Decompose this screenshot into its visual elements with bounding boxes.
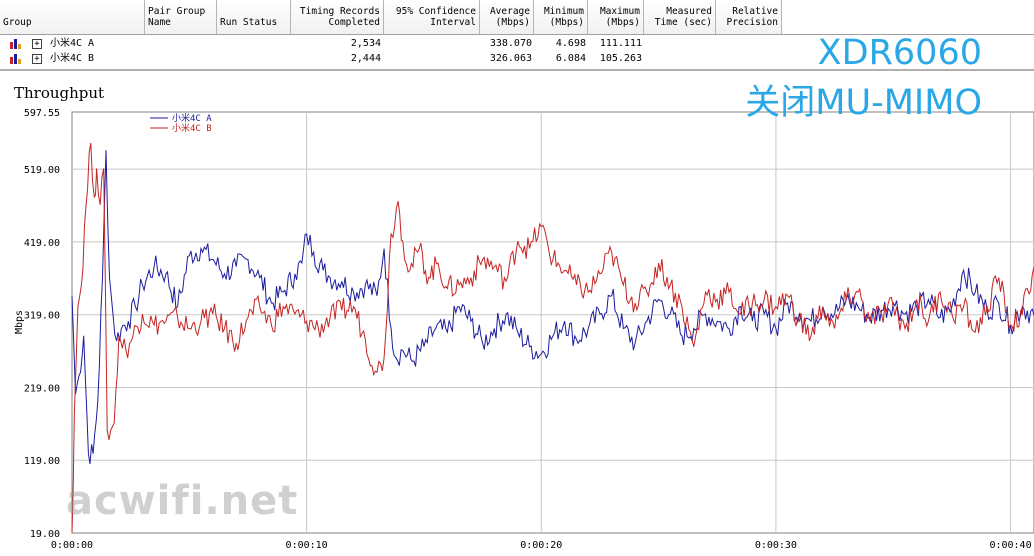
column-header-group[interactable]: Group bbox=[0, 0, 145, 34]
y-tick-label: 219.00 bbox=[24, 383, 60, 394]
bar-chart-icon bbox=[10, 54, 21, 64]
table-row[interactable]: + 小米4C B 2,444 326.063 6.084 105.263 bbox=[0, 51, 1034, 66]
column-header-run-status[interactable]: Run Status bbox=[217, 0, 291, 34]
y-tick-label: 319.00 bbox=[24, 311, 60, 322]
column-header-ci[interactable]: 95% Confidence Interval bbox=[384, 0, 480, 34]
table-row[interactable]: + 小米4C A 2,534 338.070 4.698 111.111 bbox=[0, 36, 1034, 51]
row-maximum: 105.263 bbox=[599, 53, 642, 64]
series-line-b bbox=[71, 142, 1034, 534]
expand-icon[interactable]: + bbox=[32, 54, 42, 64]
chart-title: Throughput bbox=[14, 84, 105, 102]
row-records: 2,444 bbox=[350, 53, 381, 64]
watermark: acwifi.net bbox=[66, 478, 299, 524]
plot-area bbox=[71, 111, 1034, 534]
expand-icon[interactable]: + bbox=[32, 39, 42, 49]
x-tick-label: 0:00:00 bbox=[51, 540, 93, 551]
series-group bbox=[71, 142, 1034, 534]
column-header-minimum[interactable]: Minimum (Mbps) bbox=[534, 0, 588, 34]
column-header-precision[interactable]: Relative Precision bbox=[716, 0, 782, 34]
x-axis: 0:00:00 0:00:10 0:00:20 0:00:30 0:00:40 bbox=[51, 540, 1032, 551]
row-group-name: 小米4C B bbox=[50, 53, 95, 64]
y-tick-label: 597.55 bbox=[24, 108, 60, 119]
row-group-name: 小米4C A bbox=[50, 38, 95, 49]
x-tick-label: 0:00:20 bbox=[520, 540, 562, 551]
table-header: Group Pair Group Name Run Status Timing … bbox=[0, 0, 1034, 35]
y-tick-label: 419.00 bbox=[24, 238, 60, 249]
x-tick-label: 0:00:40 bbox=[989, 540, 1031, 551]
column-header-average[interactable]: Average (Mbps) bbox=[480, 0, 534, 34]
x-tick-label: 0:00:10 bbox=[286, 540, 328, 551]
grid bbox=[72, 112, 1034, 533]
x-tick-label: 0:00:30 bbox=[755, 540, 797, 551]
column-header-maximum[interactable]: Maximum (Mbps) bbox=[588, 0, 644, 34]
y-axis: 19.00 119.00 219.00 319.00 419.00 519.00 597.5… bbox=[24, 108, 60, 540]
overlay-model-text: XDR6060 bbox=[817, 33, 982, 73]
splitter[interactable] bbox=[0, 69, 1034, 71]
y-axis-label: Mbps bbox=[14, 310, 25, 334]
row-average: 338.070 bbox=[489, 38, 532, 49]
overlay-mode-text: 关闭MU-MIMO bbox=[745, 83, 982, 123]
y-tick-label: 19.00 bbox=[30, 529, 60, 540]
column-header-pair-group[interactable]: Pair Group Name bbox=[145, 0, 217, 34]
row-maximum: 111.111 bbox=[599, 38, 642, 49]
y-tick-label: 119.00 bbox=[24, 456, 60, 467]
bar-chart-icon bbox=[10, 39, 21, 49]
row-minimum: 4.698 bbox=[555, 38, 586, 49]
row-records: 2,534 bbox=[350, 38, 381, 49]
column-header-records[interactable]: Timing Records Completed bbox=[291, 0, 384, 34]
legend-label: 小米4C B bbox=[172, 122, 212, 134]
y-tick-label: 519.00 bbox=[24, 165, 60, 176]
column-header-measured-time[interactable]: Measured Time (sec) bbox=[644, 0, 716, 34]
legend-label: 小米4C A bbox=[172, 112, 212, 124]
row-average: 326.063 bbox=[489, 53, 532, 64]
series-line-a bbox=[71, 150, 1034, 465]
row-minimum: 6.084 bbox=[555, 53, 586, 64]
